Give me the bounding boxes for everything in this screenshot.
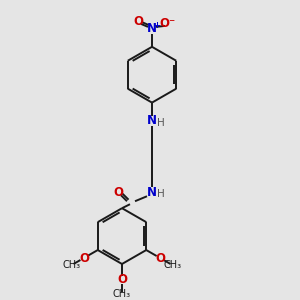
Text: CH₃: CH₃ <box>163 260 181 270</box>
Text: CH₃: CH₃ <box>113 289 131 299</box>
Text: N: N <box>147 22 157 35</box>
Text: O: O <box>79 251 89 265</box>
Text: O: O <box>133 15 143 28</box>
Text: H: H <box>157 118 165 128</box>
Text: H: H <box>157 189 165 199</box>
Text: O⁻: O⁻ <box>160 17 176 30</box>
Text: +: + <box>154 21 160 30</box>
Text: O: O <box>117 273 127 286</box>
Text: CH₃: CH₃ <box>63 260 81 270</box>
Text: N: N <box>147 114 157 127</box>
Text: O: O <box>113 186 123 199</box>
Text: O: O <box>155 251 165 265</box>
Text: N: N <box>147 186 157 199</box>
